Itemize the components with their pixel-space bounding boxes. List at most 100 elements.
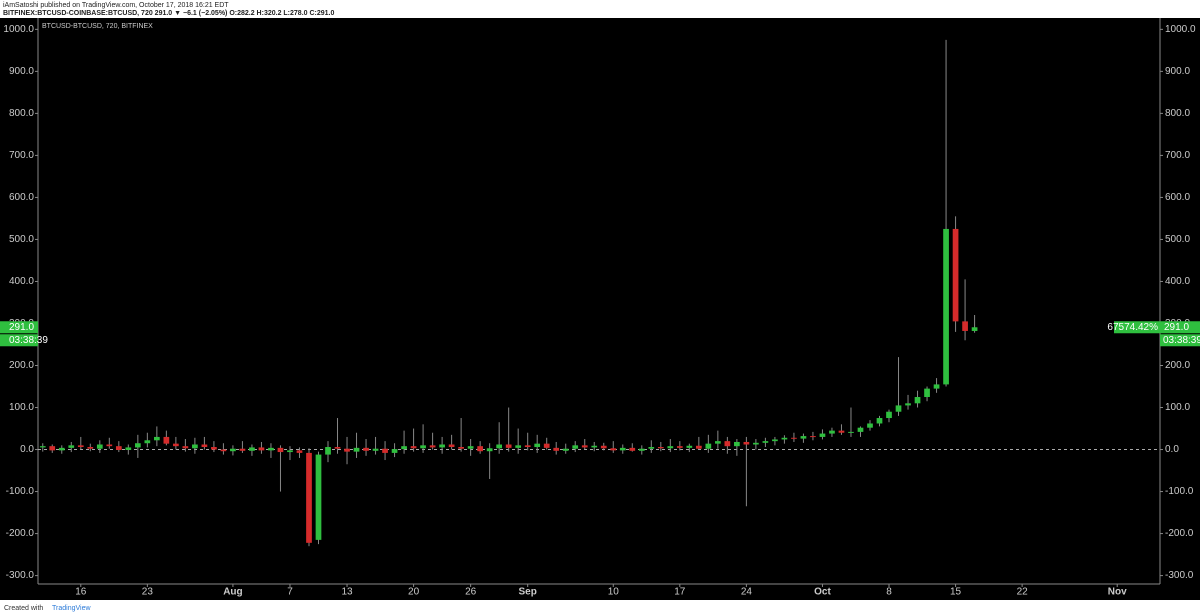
candle-body	[867, 423, 873, 428]
candle-body	[791, 437, 797, 439]
candle-body	[515, 445, 522, 448]
candle-body	[695, 445, 702, 449]
x-tick-label: 16	[75, 587, 87, 598]
candle-body	[553, 447, 560, 451]
countdown: 03:38:39	[9, 335, 48, 346]
candle-body	[68, 445, 75, 448]
candle-body	[439, 444, 445, 448]
candle-body	[192, 444, 198, 449]
countdown-box	[1160, 334, 1200, 347]
y-tick-label: 700.0	[1165, 150, 1190, 161]
y-tick-label: 500.0	[1165, 234, 1190, 245]
candle-body	[144, 440, 151, 444]
y-tick-label: -300.0	[1165, 570, 1194, 581]
x-tick-label: 20	[408, 587, 420, 598]
candle-body	[600, 445, 607, 449]
candle-body	[201, 444, 208, 448]
publisher: iAmSatoshi published on TradingView.com,…	[3, 2, 229, 9]
y-tick-label: 200.0	[9, 360, 34, 371]
y-tick-label: 100.0	[9, 402, 34, 413]
candle-body	[629, 447, 636, 451]
y-tick-label: 900.0	[9, 66, 34, 77]
y-tick-label: 700.0	[9, 150, 34, 161]
candle-body	[287, 450, 293, 453]
candle-body	[230, 448, 236, 452]
candle-body	[848, 431, 854, 433]
candle-body	[933, 384, 940, 389]
chart-title: BTCUSD-BTCUSD, 720, BITFINEX	[42, 23, 153, 30]
candle-body	[115, 446, 122, 450]
countdown-box	[0, 334, 38, 347]
candle-body	[971, 327, 978, 331]
candle-body	[819, 433, 826, 437]
last-price: 291.0	[9, 322, 34, 333]
candle-body	[648, 447, 655, 449]
candle-body	[173, 443, 179, 447]
candle-body	[182, 446, 189, 449]
y-tick-label: 900.0	[1165, 66, 1190, 77]
candle-body	[952, 228, 959, 322]
candle-body	[962, 321, 968, 331]
candle-body	[87, 447, 94, 449]
candle-body	[268, 447, 274, 451]
candle-body	[325, 447, 331, 455]
candle-body	[106, 444, 113, 447]
x-tick-label: Aug	[223, 587, 242, 598]
y-tick-label: 500.0	[9, 234, 34, 245]
x-tick-label: Sep	[519, 587, 537, 598]
candle-body	[382, 448, 388, 453]
candle-body	[467, 446, 474, 449]
candle-body	[353, 447, 360, 452]
y-tick-label: 200.0	[1165, 360, 1190, 371]
x-tick-label: 15	[950, 587, 962, 598]
candle-body	[211, 447, 217, 450]
candle-body	[401, 446, 407, 450]
x-tick-label: 17	[674, 587, 686, 598]
candle-body	[562, 448, 569, 451]
footer-bar	[0, 600, 1200, 616]
symbol-line: BITFINEX:BTCUSD-COINBASE:BTCUSD, 720 291…	[3, 10, 334, 17]
candle-body	[857, 427, 864, 432]
candle-body	[810, 436, 816, 438]
candle-body	[39, 446, 46, 448]
candle-body	[306, 452, 312, 543]
candle-body	[239, 448, 246, 451]
candle-body	[258, 447, 265, 451]
candle-body	[676, 446, 683, 448]
candle-body	[715, 441, 721, 444]
y-tick-label: -200.0	[1165, 528, 1194, 539]
candle-body	[134, 443, 141, 448]
x-tick-label: 10	[608, 587, 620, 598]
x-tick-label: Oct	[814, 587, 831, 598]
candle-body	[886, 411, 892, 419]
y-tick-label: 1000.0	[3, 24, 34, 35]
candle-body	[505, 444, 512, 448]
price-box	[0, 321, 38, 334]
y-tick-label: 0.0	[20, 444, 34, 455]
candle-body	[296, 450, 303, 453]
candle-body	[905, 403, 911, 406]
y-tick-label: 1000.0	[1165, 24, 1196, 35]
candle-body	[895, 405, 902, 412]
candle-body	[315, 454, 322, 540]
candle-body	[734, 441, 740, 447]
candle-body	[154, 436, 160, 441]
x-tick-label: 24	[741, 587, 753, 598]
candle-body	[619, 447, 626, 451]
y-tick-label: 400.0	[1165, 276, 1190, 287]
candle-body	[924, 388, 930, 398]
candle-body	[667, 446, 674, 449]
x-tick-label: Nov	[1108, 587, 1127, 598]
candle-body	[49, 446, 56, 451]
candle-body	[772, 439, 778, 442]
candle-body	[762, 441, 769, 443]
candle-body	[125, 447, 132, 450]
candle-body	[163, 436, 170, 444]
last-price: 291.0	[1164, 322, 1189, 333]
candle-body	[686, 445, 693, 448]
candle-body	[458, 447, 464, 449]
candle-body	[838, 430, 845, 433]
candle-body	[448, 444, 455, 448]
candle-body	[391, 449, 398, 453]
